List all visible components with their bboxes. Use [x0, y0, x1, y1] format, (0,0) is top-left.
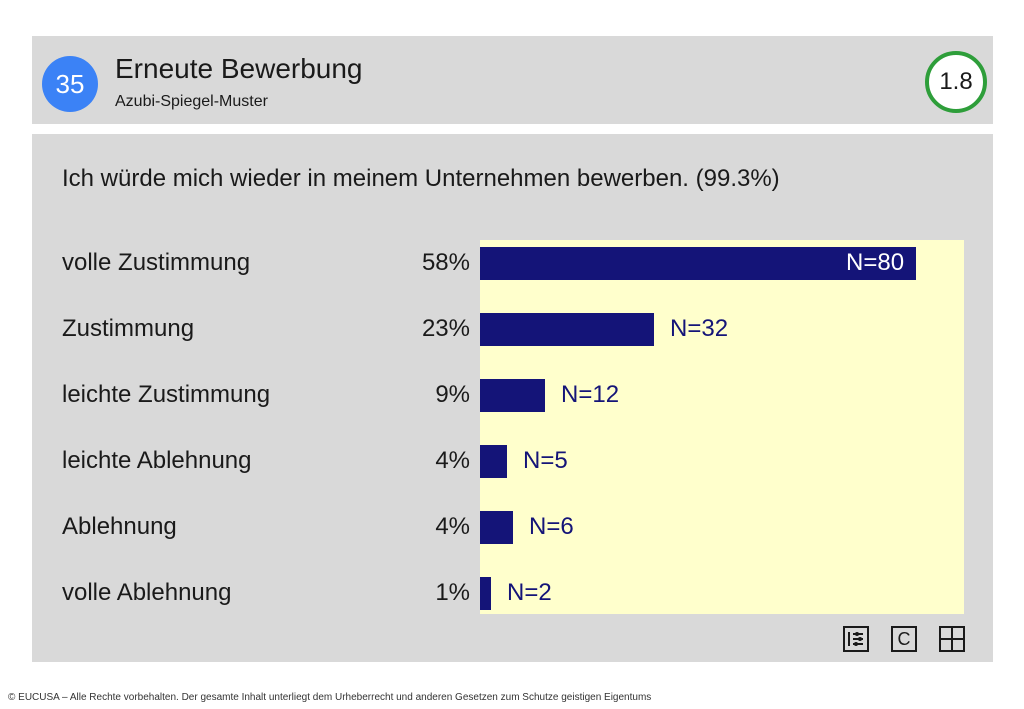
category-label: volle Zustimmung — [62, 249, 251, 276]
percent-label: 9% — [435, 381, 470, 408]
percent-label: 4% — [435, 447, 470, 474]
plot-area — [480, 240, 964, 614]
c-icon-label: C — [897, 628, 911, 649]
percent-label: 1% — [435, 579, 470, 606]
grid-icon-glyph — [941, 628, 963, 650]
n-label: N=6 — [529, 513, 574, 540]
score-badge: 1.8 — [925, 51, 987, 113]
n-label: N=5 — [523, 447, 568, 474]
page-title: Erneute Bewerbung — [115, 53, 363, 84]
bar — [480, 576, 491, 610]
grid-icon[interactable] — [939, 626, 965, 652]
bar — [480, 444, 507, 478]
bar — [480, 510, 513, 544]
n-label: N=2 — [507, 579, 552, 606]
list-settings-icon-glyph — [848, 632, 863, 646]
category-label: leichte Zustimmung — [62, 381, 271, 408]
header-panel — [32, 36, 993, 124]
percent-label: 4% — [435, 513, 470, 540]
n-label: N=32 — [670, 315, 729, 342]
category-label: Ablehnung — [62, 513, 177, 540]
category-label: volle Ablehnung — [62, 579, 232, 606]
category-label: leichte Ablehnung — [62, 447, 252, 474]
percent-label: 23% — [421, 315, 470, 342]
bar — [480, 378, 545, 412]
bar — [480, 246, 916, 280]
page-subtitle: Azubi-Spiegel-Muster — [115, 93, 268, 110]
bar — [480, 312, 654, 346]
list-settings-icon[interactable] — [843, 626, 869, 652]
copyright-footer: © EUCUSA – Alle Rechte vorbehalten. Der … — [8, 692, 652, 703]
c-icon[interactable]: C — [891, 626, 917, 652]
chart-title: Ich würde mich wieder in meinem Unterneh… — [62, 165, 780, 192]
category-label: Zustimmung — [62, 315, 195, 342]
percent-label: 58% — [421, 249, 470, 276]
n-label: N=80 — [846, 249, 905, 276]
n-label: N=12 — [561, 381, 620, 408]
slide-number-badge: 35 — [42, 56, 98, 112]
